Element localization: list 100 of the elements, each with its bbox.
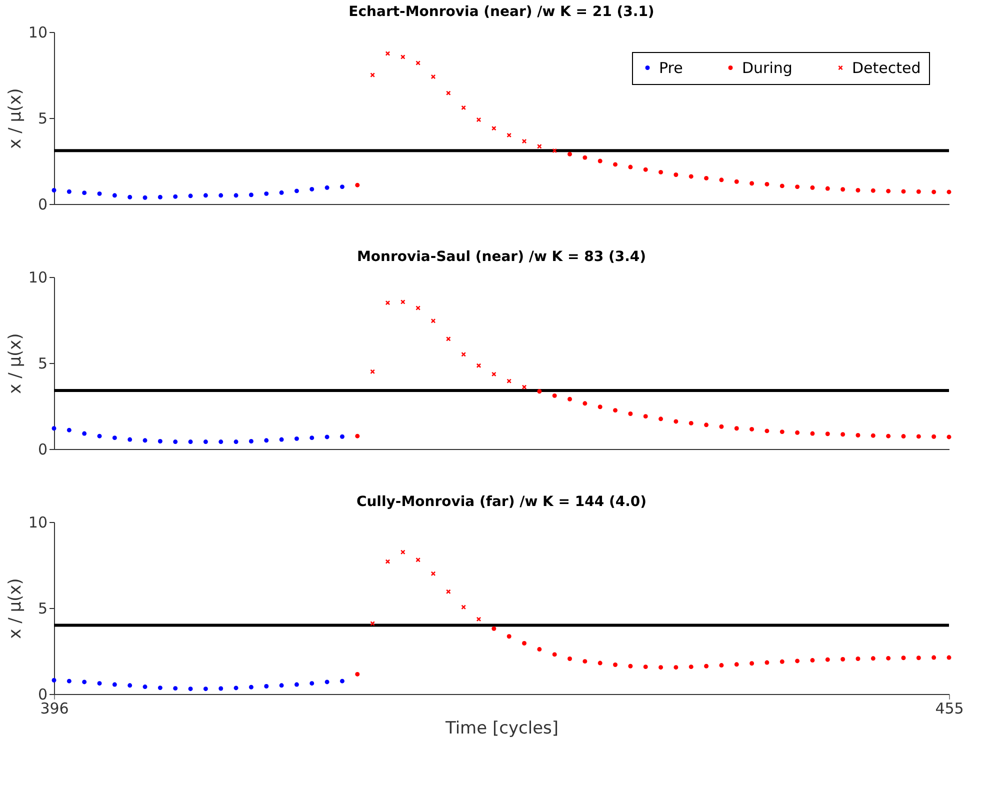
point [613,162,618,167]
point [825,657,830,662]
point [340,678,344,684]
point [688,420,694,426]
point [734,179,739,184]
point [598,404,602,410]
point [97,434,102,438]
point [128,194,132,200]
point [340,184,344,190]
point [385,51,390,56]
point [234,686,238,690]
point [446,589,451,594]
point [128,437,132,442]
point [324,434,330,440]
point [218,193,224,198]
point [279,683,284,688]
x-tick-label: 455 [935,700,964,718]
y-tick-label: 0 [38,440,48,458]
point [916,434,921,439]
point [188,440,193,444]
point [203,440,208,444]
point [506,132,512,138]
point [355,182,360,188]
point [52,678,56,682]
point [932,655,936,660]
point [568,656,572,661]
point [264,438,269,443]
point [780,659,784,664]
point [764,660,770,665]
point [840,187,846,192]
point [901,434,906,439]
y-tick-label: 5 [38,354,48,372]
point [264,684,269,688]
point [870,433,876,438]
point [310,186,314,192]
legend-label: Detected [852,58,921,77]
point [764,182,770,186]
point [355,672,360,676]
point [446,336,451,342]
y-axis-title: x / μ(x) [5,578,26,639]
point [719,178,724,182]
point [416,60,420,66]
point [522,138,526,144]
point [552,393,557,398]
point [324,680,330,684]
point [400,300,406,304]
point [734,426,739,431]
point [492,626,496,631]
point [658,665,664,670]
point [643,167,648,172]
y-axis-title: x / μ(x) [5,333,26,394]
point [324,185,330,190]
point [643,414,648,419]
point [310,681,314,686]
chart-title: Cully-Monrovia (far) /w K = 144 (4.0) [356,494,647,510]
point [158,194,162,200]
point [370,369,375,374]
point [506,378,512,384]
y-tick-label: 5 [38,110,48,128]
point [674,665,678,670]
point [886,434,891,438]
point [780,430,784,434]
point [416,306,420,310]
point [780,184,784,188]
point [400,54,406,60]
point [173,440,178,444]
point [916,189,921,194]
point [688,174,694,179]
legend-label: During [742,58,792,77]
point [416,558,420,562]
point [568,152,572,156]
point [294,682,299,687]
point [537,647,542,652]
point [294,188,299,194]
point [248,192,254,198]
point [932,190,936,194]
point [234,193,238,198]
y-tick-label: 0 [38,196,48,214]
point [340,434,344,439]
point [840,432,846,437]
point [97,191,102,196]
point [431,571,436,576]
point [764,428,770,434]
point [870,188,876,193]
y-tick-label: 10 [28,268,48,286]
point [112,682,117,687]
point [142,438,148,443]
point [750,181,754,186]
chart-title: Monrovia-Saul (near) /w K = 83 (3.4) [356,249,646,265]
point [658,170,664,174]
point [522,641,526,646]
point [158,686,162,690]
point [901,189,906,194]
point [856,656,860,661]
point [750,661,754,666]
point [688,664,694,670]
point [82,680,87,684]
point [856,433,860,438]
point [946,655,952,660]
point [248,439,254,444]
